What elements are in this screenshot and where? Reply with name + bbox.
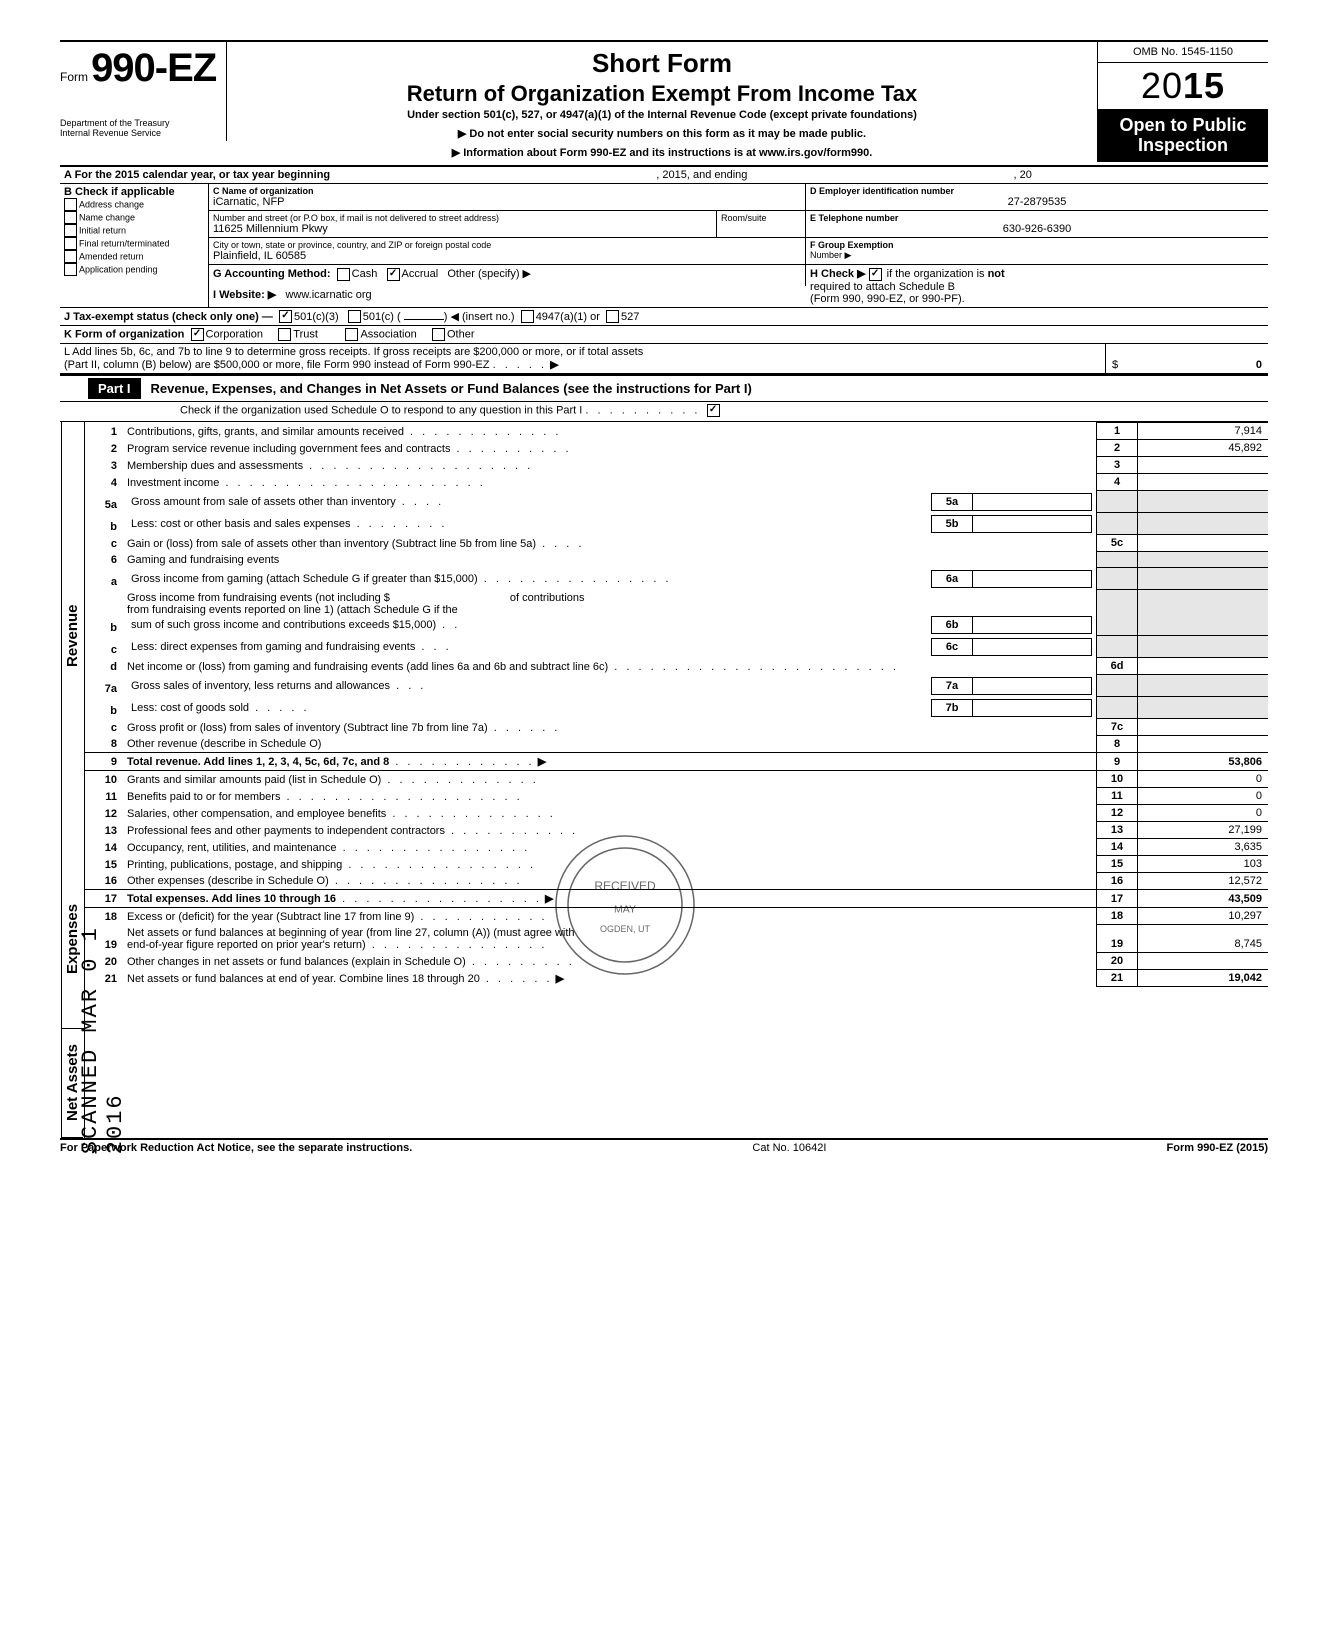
cb-final-return[interactable] bbox=[64, 237, 77, 250]
line-21-value: 19,042 bbox=[1138, 970, 1269, 987]
page-footer: For Paperwork Reduction Act Notice, see … bbox=[60, 1140, 1268, 1154]
cb-schedule-o[interactable] bbox=[707, 404, 720, 417]
cb-4947[interactable] bbox=[521, 310, 534, 323]
city: Plainfield, IL 60585 bbox=[213, 250, 801, 262]
cb-accrual[interactable] bbox=[387, 268, 400, 281]
omb-number: OMB No. 1545-1150 bbox=[1098, 42, 1268, 63]
line-17-value: 43,509 bbox=[1138, 890, 1269, 908]
cb-corporation[interactable] bbox=[191, 328, 204, 341]
org-info-table: B Check if applicable Address change Nam… bbox=[60, 184, 1268, 308]
scanned-stamp-sidebar: SCANNED MAR 0 1 2016 bbox=[78, 900, 128, 1154]
c-label: C Name of organization bbox=[213, 186, 801, 196]
row-k: K Form of organization Corporation Trust… bbox=[60, 326, 1268, 344]
form-header: Form 990-EZ Department of the Treasury I… bbox=[60, 40, 1268, 167]
cb-initial-return[interactable] bbox=[64, 224, 77, 237]
schedule-o-check-row: Check if the organization used Schedule … bbox=[60, 402, 1268, 422]
f-label: F Group Exemption bbox=[810, 240, 1264, 250]
section-revenue: Revenue bbox=[61, 422, 83, 850]
org-name: iCarnatic, NFP bbox=[213, 196, 801, 208]
cb-address-change[interactable] bbox=[64, 198, 77, 211]
l-value: 0 bbox=[1256, 359, 1262, 371]
cb-name-change[interactable] bbox=[64, 211, 77, 224]
street-label: Number and street (or P.O box, if mail i… bbox=[213, 213, 712, 223]
cb-527[interactable] bbox=[606, 310, 619, 323]
f-label2: Number ▶ bbox=[810, 250, 1264, 261]
open-to-public: Open to Public Inspection bbox=[1098, 110, 1268, 162]
cb-501c[interactable] bbox=[348, 310, 361, 323]
l-text2: (Part II, column (B) below) are $500,000… bbox=[64, 359, 490, 371]
ein: 27-2879535 bbox=[810, 196, 1264, 208]
b-label: B Check if applicable bbox=[64, 186, 204, 198]
tax-year: 2015 bbox=[1098, 63, 1268, 110]
cb-application-pending[interactable] bbox=[64, 263, 77, 276]
part-1-header: Part I Revenue, Expenses, and Changes in… bbox=[60, 375, 1268, 402]
dept-irs: Internal Revenue Service bbox=[60, 129, 220, 139]
cb-association[interactable] bbox=[345, 328, 358, 341]
row-a-tax-year: A For the 2015 calendar year, or tax yea… bbox=[60, 167, 1268, 184]
cb-501c3[interactable] bbox=[279, 310, 292, 323]
cb-trust[interactable] bbox=[278, 328, 291, 341]
line-9-value: 53,806 bbox=[1138, 753, 1269, 771]
cb-cash[interactable] bbox=[337, 268, 350, 281]
room-label: Room/suite bbox=[721, 213, 801, 223]
line-2-value: 45,892 bbox=[1138, 440, 1269, 457]
d-label: D Employer identification number bbox=[810, 186, 1264, 196]
line-1-value: 7,914 bbox=[1138, 423, 1269, 440]
blurb-ssn: ▶ Do not enter social security numbers o… bbox=[235, 127, 1089, 140]
h-text: H Check ▶ if the organization is not bbox=[810, 267, 1264, 281]
lines-table: 1Contributions, gifts, grants, and simil… bbox=[85, 422, 1268, 987]
title-short-form: Short Form bbox=[235, 48, 1089, 79]
section-expenses: Expenses bbox=[61, 850, 83, 1029]
cb-h-not-required[interactable] bbox=[869, 268, 882, 281]
street: 11625 Millennium Pkwy bbox=[213, 223, 712, 235]
website: www.icarnatic org bbox=[285, 289, 371, 301]
cb-amended-return[interactable] bbox=[64, 250, 77, 263]
section-net-assets: Net Assets bbox=[61, 1029, 83, 1138]
subtitle: Under section 501(c), 527, or 4947(a)(1)… bbox=[235, 109, 1089, 121]
cb-other-org[interactable] bbox=[432, 328, 445, 341]
phone: 630-926-6390 bbox=[810, 223, 1264, 235]
l-text1: L Add lines 5b, 6c, and 7b to line 9 to … bbox=[64, 346, 1101, 358]
i-label: I Website: ▶ bbox=[213, 289, 276, 301]
blurb-info: ▶ Information about Form 990-EZ and its … bbox=[235, 146, 1089, 159]
g-label: G Accounting Method: bbox=[213, 268, 331, 280]
e-label: E Telephone number bbox=[810, 213, 1264, 223]
row-j: J Tax-exempt status (check only one) — 5… bbox=[60, 308, 1268, 327]
title-return: Return of Organization Exempt From Incom… bbox=[235, 81, 1089, 107]
city-label: City or town, state or province, country… bbox=[213, 240, 801, 250]
form-number: Form 990-EZ bbox=[60, 46, 220, 91]
